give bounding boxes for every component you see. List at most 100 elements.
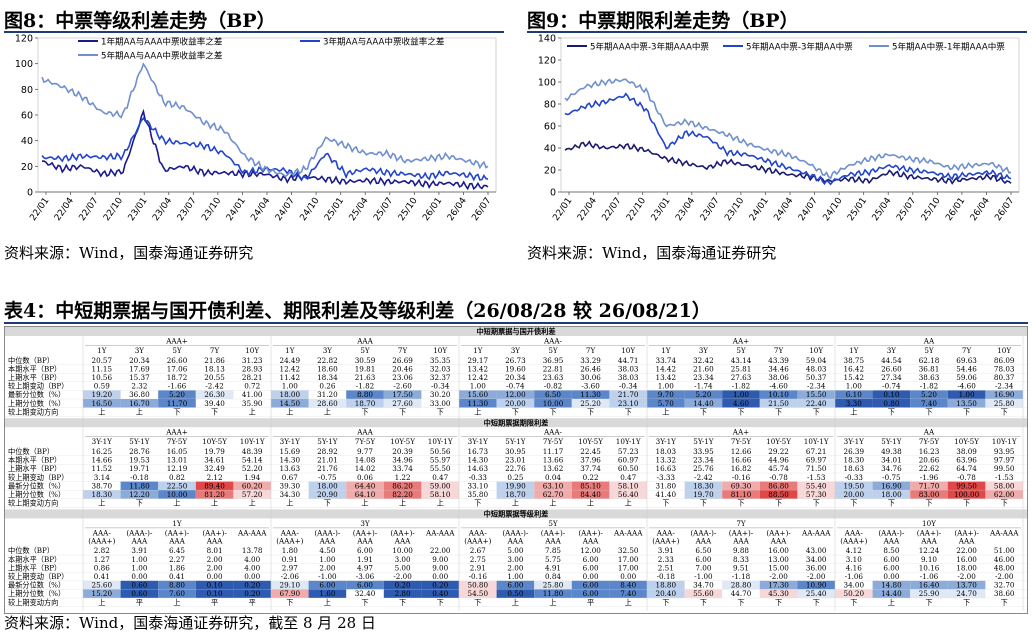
table-cell: 6.45 [169,546,185,555]
table-cell: 26.60 [881,364,902,373]
column-label: (AAA+) [88,536,115,545]
table-cell: 25.20 [580,399,601,408]
table-cell: 22.62 [919,464,940,473]
column-label: 10Y-5Y [390,437,415,446]
table-cell: 11.80 [543,589,564,598]
heat-cell [571,490,610,499]
table-cell: 下 [437,598,444,607]
table-cell: 9.51 [733,563,749,572]
heat-cell [910,481,948,491]
table-cell: 0.20 [432,581,448,590]
heat-cell [947,481,986,491]
column-label: AAA [206,536,223,545]
table-cell: 上 [361,499,368,508]
table-cell: 58.00 [994,481,1015,490]
group-label: 7Y [736,519,746,528]
column-label: 7Y [210,346,220,355]
table-cell: 4.00 [244,563,260,572]
heat-cell [759,390,798,399]
heat-cell [496,399,535,408]
column-label: 10Y-5Y [202,437,227,446]
column-label: 3Y-1Y [468,437,489,446]
table-cell: 上 [324,598,331,607]
table-cell: 12.66 [731,447,752,456]
x-tick-label: 25/04 [871,196,894,223]
table-cell: 2.32 [131,382,147,391]
table-cell: 32.40 [355,589,376,598]
heat-cell [759,481,798,491]
group-label: AA [923,428,935,437]
table-cell: 16.90 [881,481,902,490]
table-cell: 43.14 [731,356,752,365]
table-cell: 平 [136,598,143,607]
table-cell: 下 [775,407,782,416]
table-cell: 69.97 [806,456,827,465]
heat-cell [195,490,234,499]
table-cell: 20.66 [919,456,940,465]
table-cell: 19.70 [693,490,714,499]
heat-cell [459,589,497,598]
heat-cell [797,490,835,499]
table-cell: 6.00 [357,581,373,590]
table-cell: 14.30 [280,456,301,465]
table-cell: 15.69 [280,447,301,456]
table-cell: 1.00 [658,382,674,391]
table-cell: 下 [437,407,444,416]
table4: 中短期票据与国开债利差 AAA+ AAA AAA- AA+ AA 1Y 3Y 5Y 7Y 10Y 1Y… [4,326,1028,614]
table-cell: 21.60 [693,364,714,373]
table-cell: 上 [587,499,594,508]
table-cell: 43.00 [806,546,827,555]
table-cell: 下 [286,598,293,607]
table-cell: 4.00 [244,555,260,564]
table-cell: 4.97 [357,563,373,572]
table-cell: 63.96 [956,456,977,465]
table-cell: 57.20 [242,490,263,499]
heat-cell [383,589,422,598]
table-cell: 下 [324,499,331,508]
x-tick-label: 23/04 [151,196,174,223]
section-header: 中短期票据等级利差 [484,510,549,519]
x-tick-label: 25/10 [920,196,943,223]
x-tick-label: 24/04 [772,196,795,223]
table-cell: 17.50 [392,390,413,399]
table-cell: 13.62 [543,464,564,473]
table-cell: 下 [474,598,481,607]
table-cell: 25.81 [731,364,752,373]
column-label: (AA+)- [202,528,227,537]
table-cell: 10.16 [919,563,940,572]
heat-cell [647,399,685,408]
table-cell: 5.75 [545,555,561,564]
column-label: (AAA-)- [502,528,529,537]
heat-cell [421,490,459,499]
table-cell: 35.80 [468,490,489,499]
heat-cell [571,481,610,491]
table-cell: 7.85 [545,546,561,555]
table-cell: 上 [474,407,481,416]
column-label: 10Y [245,346,259,355]
table-cell: 97.97 [994,456,1015,465]
table-cell: -2.06 [281,572,300,581]
y-tick-label: 60 [21,111,33,122]
table-cell: 0.60 [131,581,147,590]
x-tick-label: 25/04 [348,196,371,223]
table-cell: -1.66 [168,382,187,391]
heat-cell [308,490,347,499]
heat-cell [534,390,572,399]
heat-cell [421,481,459,491]
column-label: 5Y-1Y [505,437,526,446]
table-cell: 3.00 [395,555,411,564]
table-cell: 下 [888,407,895,416]
table-cell: 38.70 [92,481,113,490]
table-cell: -1.82 [732,382,750,391]
table-cell: 21.76 [317,464,338,473]
table-cell: 14.40 [881,589,902,598]
table-cell: 33.29 [580,356,601,365]
table-cell: 上 [98,499,105,508]
table-cell: 17.00 [618,563,639,572]
heat-cell [195,589,234,598]
table-cell: 6.00 [883,555,899,564]
table-cell: 16.73 [468,447,489,456]
x-tick-label: 25/01 [846,196,869,223]
section-header-bar [5,418,1027,428]
group-label: AAA [356,428,373,437]
